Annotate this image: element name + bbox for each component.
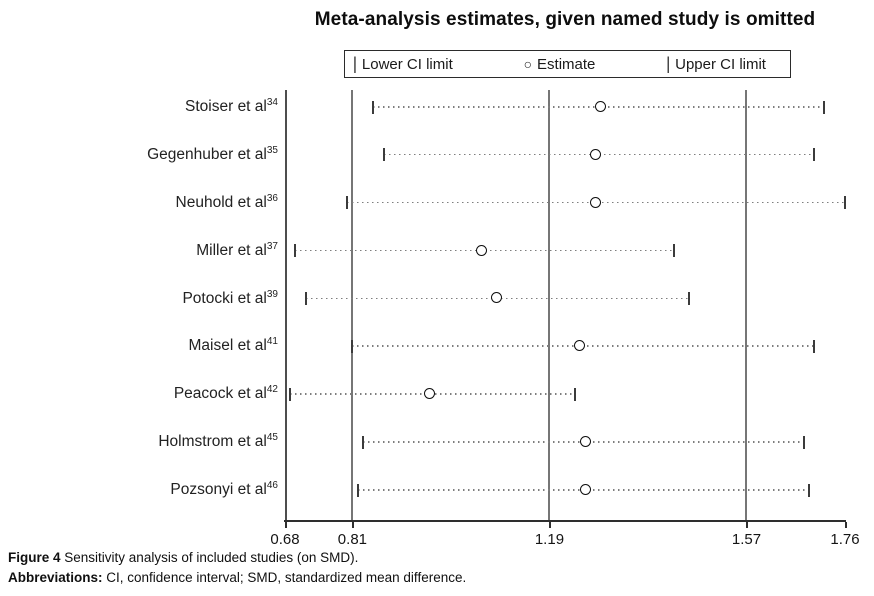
estimate-marker [579,436,591,448]
study-reference-number: 34 [266,96,278,108]
x-axis-tick-label: 1.19 [534,531,565,548]
lower-ci-tick [382,148,385,162]
study-label: Maisel et al41 [188,336,278,355]
legend-label-estimate: Estimate [537,55,596,73]
legend-item-estimate: ○ Estimate [524,56,596,73]
plot-area: 0.68 0.81 1.19 1.57 1.76 [270,90,860,548]
study-reference-number: 46 [266,479,278,491]
overall-reference-line [745,90,748,520]
abbreviations-label: Abbreviations: [8,570,103,586]
y-axis-line [285,90,287,520]
upper-ci-tick [812,148,815,162]
x-axis-tick [549,522,551,528]
estimate-marker [491,292,503,304]
study-reference-number: 45 [266,431,278,443]
x-axis-line [284,520,846,522]
upper-ci-tick [802,435,805,449]
legend-label-upper-ci: Upper CI limit [675,55,766,73]
study-label: Gegenhuber et al35 [147,144,278,163]
upper-ci-tick [844,196,846,210]
overall-reference-line [548,90,551,520]
estimate-marker [595,100,607,112]
chart-title: Meta-analysis estimates, given named stu… [314,9,816,30]
x-axis-tick [352,522,354,528]
lower-ci-tick-icon: | [353,54,357,74]
figure-number-label: Figure 4 [8,550,61,565]
study-label: Stoiser et al34 [185,96,278,115]
x-axis-tick-label: 1.57 [731,531,762,548]
x-axis-tick [285,522,287,528]
lower-ci-tick [356,483,359,497]
figure-caption-text: Sensitivity analysis of included studies… [64,550,359,565]
x-axis-tick-label: 0.68 [270,531,300,548]
lower-ci-tick [294,244,297,258]
estimate-marker [590,148,601,160]
study-label: Miller et al37 [196,240,278,259]
upper-ci-tick [574,387,577,401]
study-label: Neuhold et al36 [175,192,278,211]
x-axis-tick [845,522,847,528]
upper-ci-tick-icon: | [666,54,671,74]
abbreviations-text: CI, confidence interval; SMD, standardiz… [106,570,467,586]
lower-ci-tick [372,100,375,114]
upper-ci-tick [688,292,691,305]
estimate-marker [590,196,601,208]
study-label: Pozsonyi et al46 [170,479,278,498]
x-axis-tick [746,522,748,528]
legend: | Lower CI limit ○ Estimate | Upper CI l… [344,50,791,78]
lower-ci-tick [361,435,364,449]
study-reference-number: 41 [266,336,278,348]
study-reference-number: 36 [266,192,278,204]
study-reference-number: 35 [266,144,278,156]
overall-reference-line [351,90,354,520]
study-reference-number: 42 [266,384,278,396]
lower-ci-tick [304,292,307,305]
upper-ci-tick [812,339,815,353]
study-reference-number: 37 [266,240,278,252]
legend-item-lower-ci: | Lower CI limit [353,54,453,74]
estimate-marker [475,244,487,256]
lower-ci-tick [289,387,292,401]
estimate-marker [579,483,591,495]
legend-item-upper-ci: | Upper CI limit [666,54,766,74]
estimate-marker [424,388,436,400]
lower-ci-tick [346,196,349,210]
study-label: Potocki et al39 [182,288,278,307]
x-axis-tick-label: 1.76 [830,531,860,548]
estimate-marker [574,340,586,352]
caption-line-figure: Figure 4 Sensitivity analysis of include… [8,548,466,568]
study-label: Peacock et al42 [173,384,278,403]
study-labels-column: Stoiser et al34 Gegenhuber et al35 Neuhold… [0,90,278,520]
estimate-circle-icon: ○ [523,56,533,72]
study-reference-number: 39 [266,288,278,300]
upper-ci-tick [807,483,810,497]
figure-caption: Figure 4 Sensitivity analysis of include… [8,548,466,589]
upper-ci-tick [823,100,826,114]
upper-ci-tick [672,244,675,258]
caption-line-abbreviations: Abbreviations: CI, confidence interval; … [8,568,466,588]
lower-ci-tick [351,339,354,353]
study-label: Holmstrom et al45 [158,431,278,451]
legend-label-lower-ci: Lower CI limit [361,55,453,73]
x-axis-tick-label: 0.81 [337,531,368,548]
